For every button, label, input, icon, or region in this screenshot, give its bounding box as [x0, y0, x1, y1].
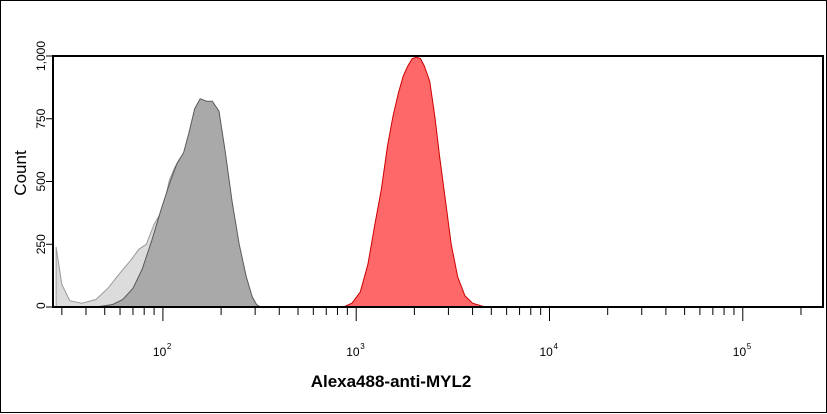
y-tick-label: 500 — [34, 171, 48, 191]
x-tick-label: 10 — [539, 345, 553, 359]
histogram-series-3 — [343, 56, 490, 308]
x-tick-label: 10 — [346, 345, 360, 359]
x-tick-exponent: 5 — [747, 342, 752, 351]
x-tick-label: 10 — [733, 345, 747, 359]
x-tick-exponent: 2 — [167, 342, 172, 351]
y-tick-label: 750 — [34, 108, 48, 128]
x-tick-exponent: 4 — [553, 342, 558, 351]
series-layer — [55, 56, 490, 308]
x-tick-exponent: 3 — [360, 342, 365, 351]
x-axis-title: Alexa488-anti-MYL2 — [311, 372, 472, 391]
y-axis-title: Count — [11, 150, 30, 196]
y-tick-label: 1,000 — [34, 41, 48, 71]
x-tick-label: 10 — [153, 345, 167, 359]
histogram-series-2 — [95, 98, 263, 308]
y-tick-label: 250 — [34, 234, 48, 254]
y-tick-label: 0 — [34, 302, 48, 309]
